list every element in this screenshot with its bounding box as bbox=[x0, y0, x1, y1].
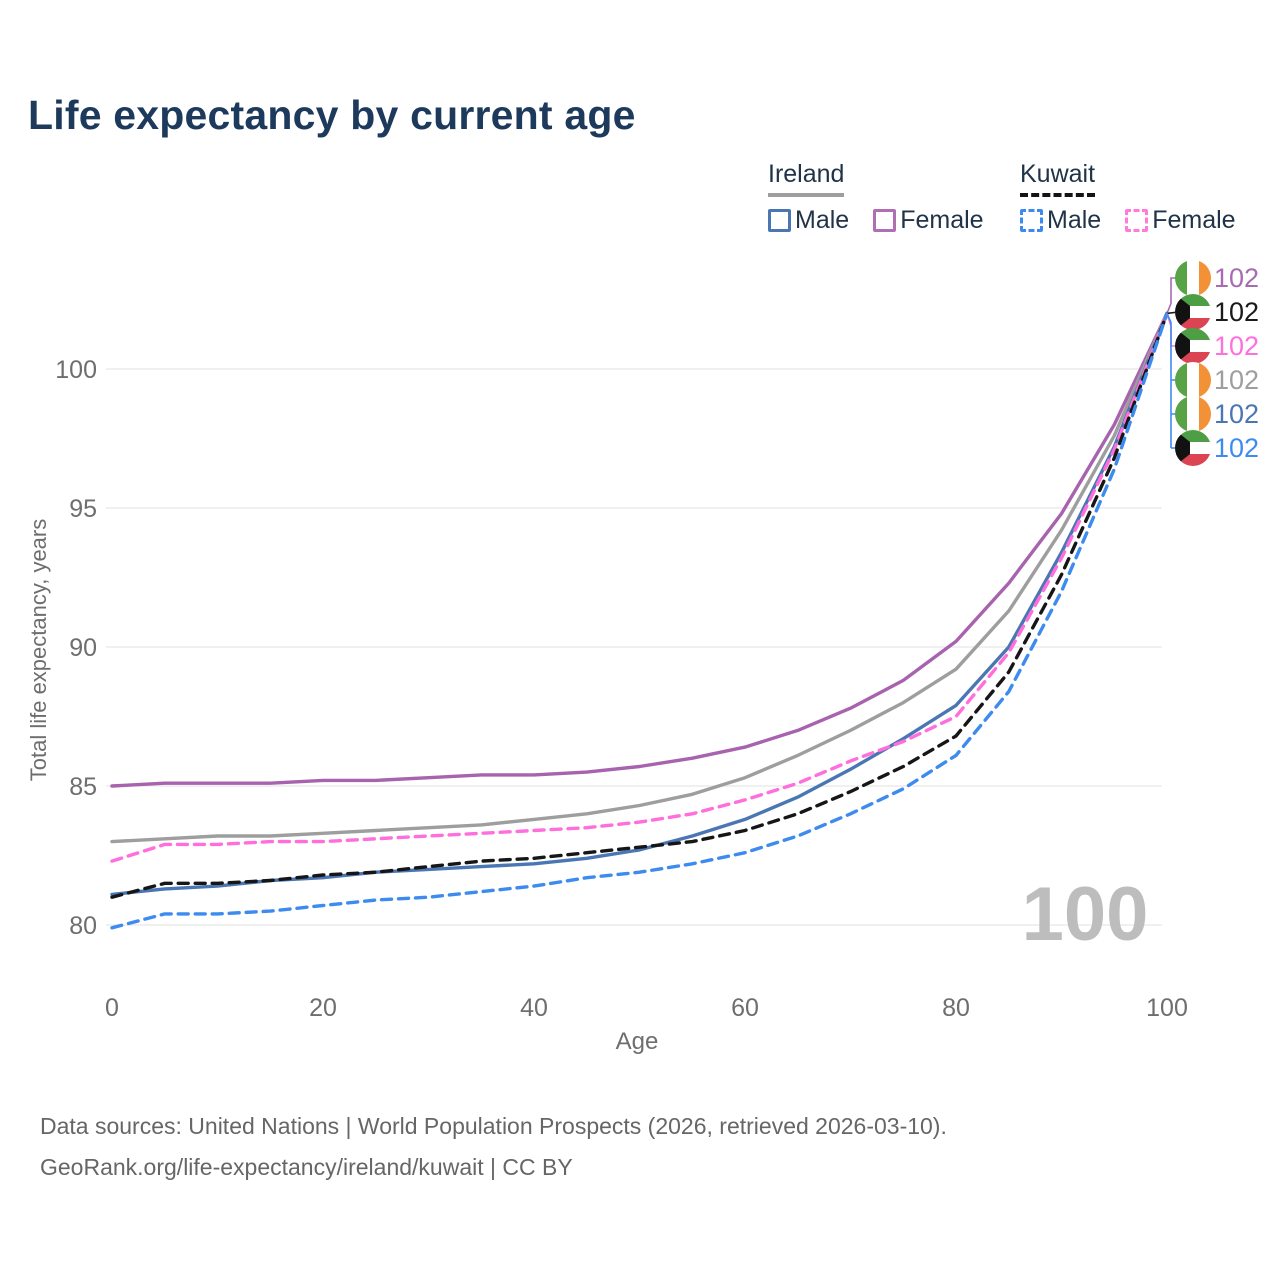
line-style-swatch-icon[interactable] bbox=[873, 209, 897, 232]
x-tick-label: 40 bbox=[520, 994, 548, 1022]
series-line-ireland-female[interactable] bbox=[110, 311, 1169, 788]
series-line-kuwait-both-sexes[interactable] bbox=[110, 311, 1169, 899]
end-value-label: 102 bbox=[1214, 297, 1259, 327]
end-value-label: 102 bbox=[1214, 433, 1259, 463]
x-tick-label: 100 bbox=[1146, 994, 1188, 1022]
legend-item-label: Male bbox=[795, 206, 850, 234]
legend-item-label: Female bbox=[1152, 206, 1236, 234]
legend-item-ireland-male[interactable]: Male bbox=[768, 206, 849, 235]
legend-row-ireland: Male Female bbox=[768, 206, 984, 235]
flag-icon-ireland bbox=[1175, 260, 1211, 296]
y-tick-label: 80 bbox=[69, 912, 97, 940]
label-leader-line bbox=[1166, 313, 1178, 449]
x-tick-label: 20 bbox=[309, 994, 337, 1022]
x-tick-label: 0 bbox=[105, 994, 119, 1022]
x-axis-title: Age bbox=[616, 1028, 659, 1055]
legend-item-label: Male bbox=[1047, 206, 1102, 234]
legend-row-kuwait: Male Female bbox=[1020, 206, 1236, 235]
series-line-kuwait-female[interactable] bbox=[110, 311, 1169, 863]
label-leader-line bbox=[1166, 277, 1178, 314]
legend-item-kuwait-male[interactable]: Male bbox=[1020, 206, 1101, 235]
legend-group-ireland: Ireland Male Female bbox=[768, 160, 984, 235]
end-value-label: 102 bbox=[1214, 399, 1259, 429]
chart-legend: Ireland Male Female Kuwait Male Female bbox=[0, 160, 1280, 250]
legend-title-ireland: Ireland bbox=[768, 160, 845, 197]
flag-icon-kuwait bbox=[1175, 430, 1211, 466]
series-line-kuwait-male[interactable] bbox=[110, 311, 1169, 930]
y-tick-label: 100 bbox=[55, 356, 97, 384]
flag-icon-ireland bbox=[1175, 362, 1211, 398]
series-line-ireland-both-sexes[interactable] bbox=[110, 311, 1169, 844]
line-style-swatch-icon[interactable] bbox=[1125, 209, 1149, 232]
hover-age-watermark: 100 bbox=[1022, 872, 1149, 957]
end-value-label: 102 bbox=[1214, 263, 1259, 293]
legend-title-kuwait: Kuwait bbox=[1020, 160, 1096, 197]
series-line-ireland-male[interactable] bbox=[110, 311, 1169, 897]
legend-item-label: Female bbox=[900, 206, 984, 234]
x-tick-label: 60 bbox=[731, 994, 759, 1022]
data-sources-footer: Data sources: United Nations | World Pop… bbox=[40, 1106, 947, 1188]
page-title: Life expectancy by current age bbox=[28, 92, 636, 138]
y-tick-label: 90 bbox=[69, 634, 97, 662]
legend-item-kuwait-female[interactable]: Female bbox=[1125, 206, 1236, 235]
flag-icon-ireland bbox=[1175, 396, 1211, 432]
line-style-swatch-icon[interactable] bbox=[1020, 209, 1043, 232]
y-axis-title: Total life expectancy, years bbox=[26, 519, 51, 782]
flag-icon-kuwait bbox=[1175, 328, 1211, 364]
footer-line-2: GeoRank.org/life-expectancy/ireland/kuwa… bbox=[40, 1154, 573, 1180]
line-style-swatch-icon[interactable] bbox=[768, 209, 791, 232]
y-tick-label: 95 bbox=[69, 495, 97, 523]
end-value-label: 102 bbox=[1214, 365, 1259, 395]
flag-icon-kuwait bbox=[1175, 294, 1211, 330]
end-value-label: 102 bbox=[1214, 331, 1259, 361]
legend-item-ireland-female[interactable]: Female bbox=[873, 206, 984, 235]
x-tick-label: 80 bbox=[942, 994, 970, 1022]
y-tick-label: 85 bbox=[69, 773, 97, 801]
legend-group-kuwait: Kuwait Male Female bbox=[1020, 160, 1236, 235]
footer-line-1: Data sources: United Nations | World Pop… bbox=[40, 1113, 947, 1139]
